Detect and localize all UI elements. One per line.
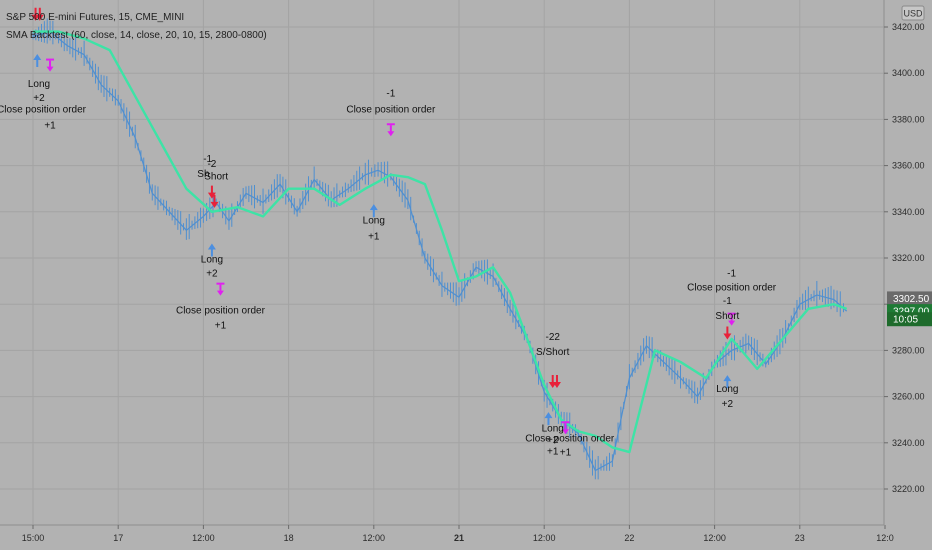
long-entry-arrow: [723, 375, 732, 389]
trade-annotation: -22: [545, 332, 560, 343]
short-entry-arrow: [35, 7, 44, 21]
close-order-bar: [727, 312, 736, 315]
price-tag-label: 3302.50: [893, 294, 930, 305]
trade-annotation: -1: [723, 296, 732, 307]
x-tick-label: 12:00: [363, 533, 386, 543]
y-tick-label: 3400.00: [892, 68, 925, 78]
trade-annotation: +1: [547, 446, 559, 457]
trade-annotation: +2: [722, 399, 734, 410]
trade-annotation: +1: [44, 121, 56, 132]
sma-line: [33, 30, 848, 454]
price-tag: [887, 312, 932, 327]
x-tick-label: 12:00: [703, 533, 726, 543]
long-entry-arrow: [33, 54, 42, 68]
y-tick-label: 3320.00: [892, 253, 925, 263]
marker-layer: [31, 7, 736, 435]
short-entry-arrow: [552, 375, 561, 389]
y-tick-label: 3240.00: [892, 438, 925, 448]
close-order-arrow: [387, 125, 395, 137]
y-tick-label: 3380.00: [892, 114, 925, 124]
x-tick-label: 12:00: [533, 533, 556, 543]
price-tag: [887, 291, 932, 306]
trade-annotation: Close position order: [525, 434, 615, 445]
price-scale[interactable]: 3220.003240.003260.003280.003300.003320.…: [883, 0, 932, 525]
currency-button-label: USD: [903, 9, 923, 19]
long-entry-arrow: [207, 243, 216, 257]
x-tick-label: 21: [454, 533, 464, 543]
long-entry-arrow: [369, 204, 378, 218]
grid-lines: [0, 0, 884, 525]
x-tick-label: 18: [284, 533, 294, 543]
trade-annotation: Close position order: [687, 282, 777, 293]
price-tag-label: 10:05: [893, 315, 918, 326]
close-order-bar: [561, 421, 570, 424]
y-tick-label: 3220.00: [892, 484, 925, 494]
trade-annotation: Long: [716, 384, 738, 395]
trade-annotation: Long: [28, 79, 50, 90]
trade-annotation: +2: [33, 93, 45, 104]
trade-annotation: -2: [207, 159, 216, 170]
short-entry-arrow: [723, 326, 732, 340]
y-tick-label: 3420.00: [892, 22, 925, 32]
trade-annotation: Close position order: [346, 104, 436, 115]
y-tick-label: 3360.00: [892, 161, 925, 171]
x-tick-label: 22: [624, 533, 634, 543]
y-tick-label: 3260.00: [892, 392, 925, 402]
long-entry-arrow: [544, 412, 553, 426]
short-entry-arrow: [548, 375, 557, 389]
trade-annotation: +1: [215, 320, 227, 331]
short-entry-arrow: [31, 7, 40, 21]
chart-title: S&P 500 E-mini Futures, 15, CME_MINI: [6, 12, 184, 23]
trade-annotation: +2: [547, 435, 559, 446]
trade-annotation: -1: [203, 154, 212, 165]
trade-annotation: Long: [542, 423, 564, 434]
trade-annotation: Long: [201, 255, 223, 266]
trade-annotation: Close position order: [176, 305, 266, 316]
close-order-bar: [46, 58, 55, 61]
chart-subtitle: SMA Backtest (60, close, 14, close, 20, …: [6, 30, 267, 41]
price-tag-label: 3297.00: [893, 307, 930, 318]
trade-annotation: Close position order: [0, 104, 87, 115]
time-scale[interactable]: 15:00 17 12:00 18 12:00 21 12:00 22 12:00 23 12:0: [0, 524, 894, 543]
trade-annotation: Short: [204, 171, 228, 182]
x-tick-label: 23: [795, 533, 805, 543]
x-tick-label: 15:00: [22, 533, 45, 543]
trade-annotation: +2: [206, 268, 218, 279]
trade-annotation: S/Short: [536, 347, 570, 358]
close-order-arrow: [562, 423, 569, 435]
x-tick-label: 12:0: [876, 533, 894, 543]
series-layer: [32, 18, 848, 480]
x-tick-label: 17: [113, 533, 123, 543]
close-order-bar: [216, 282, 225, 285]
short-entry-arrow: [210, 194, 219, 208]
trade-annotation: Sh: [197, 169, 209, 180]
close-order-arrow: [216, 284, 224, 296]
trade-annotation: +1: [368, 232, 380, 243]
chart-header: S&P 500 E-mini Futures, 15, CME_MINI SMA…: [6, 12, 267, 41]
close-order-arrow: [46, 60, 54, 72]
x-tick-labels: 15:00 17 12:00 18 12:00 21 12:00 22 12:00 23 12:0: [22, 525, 894, 543]
trade-annotation: Short: [715, 311, 739, 322]
trade-annotation: Long: [363, 215, 385, 226]
trade-annotation: +1: [560, 448, 572, 459]
y-tick-label: 3280.00: [892, 345, 925, 355]
close-order-bar: [386, 123, 395, 126]
trade-annotation: -1: [386, 88, 395, 99]
close-order-arrow: [728, 314, 736, 326]
trade-annotation: -1: [727, 268, 736, 279]
x-tick-label: 12:00: [192, 533, 215, 543]
y-tick-label: 3340.00: [892, 207, 925, 217]
currency-button[interactable]: [901, 5, 925, 21]
